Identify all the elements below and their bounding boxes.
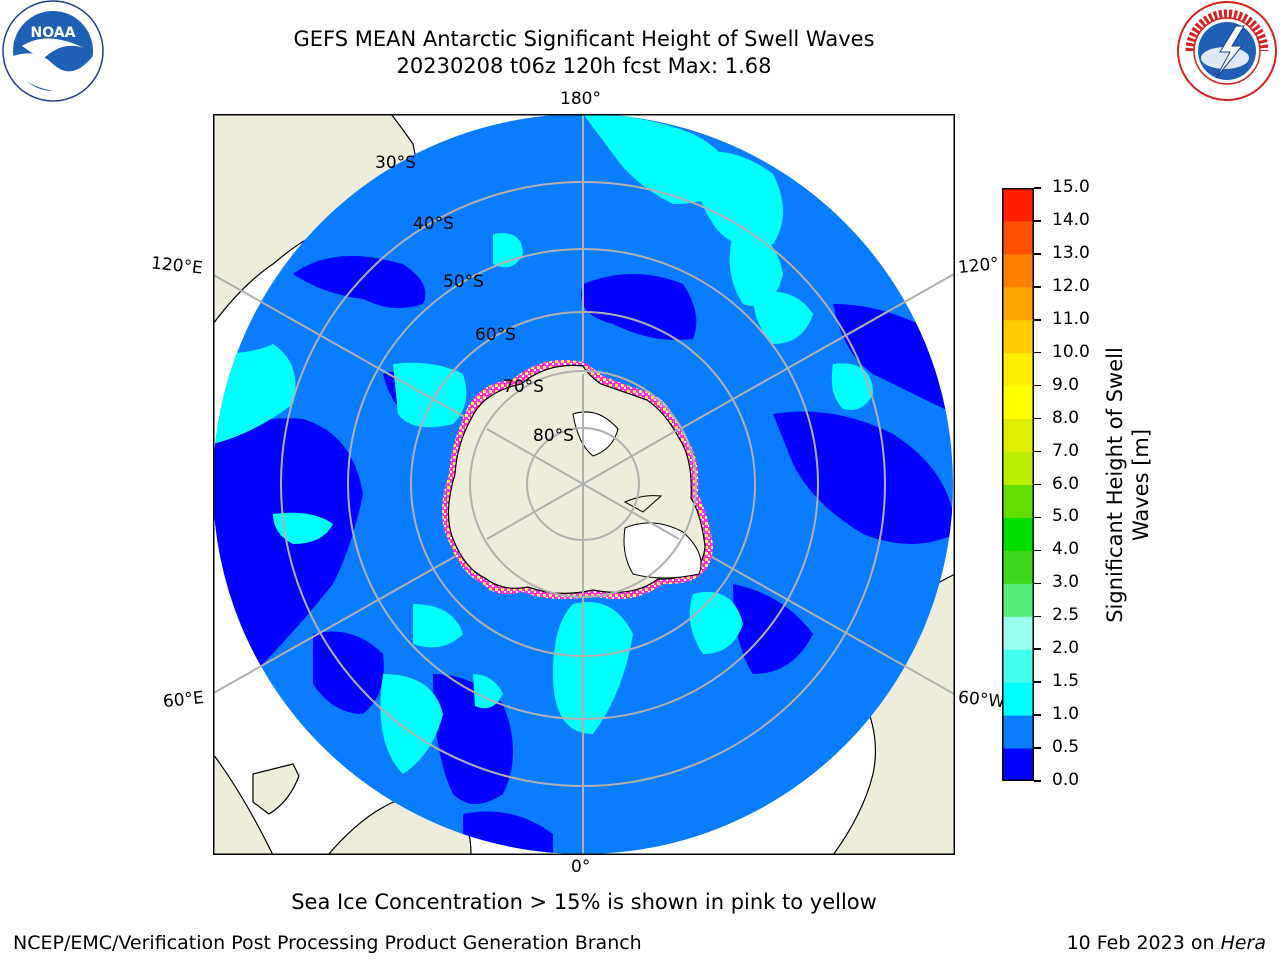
colorbar-tick-label: 0.0 bbox=[1052, 770, 1080, 790]
colorbar-tick-mark bbox=[1034, 747, 1041, 749]
lon-label-lower-right: 60°W bbox=[957, 687, 1006, 713]
colorbar-tick-mark bbox=[1034, 483, 1041, 486]
footer-right: 10 Feb 2023 on Hera bbox=[1066, 932, 1266, 954]
ross-ice-shelf bbox=[572, 411, 619, 457]
colorbar-tick-label: 5.0 bbox=[1052, 506, 1080, 527]
lon-label-upper-right: 120° bbox=[957, 253, 1000, 279]
lon-label-top: 180° bbox=[560, 89, 601, 109]
colorbar-tick-label: 4.0 bbox=[1052, 539, 1080, 560]
colorbar-tick-mark bbox=[1034, 648, 1041, 650]
colorbar-tick-label: 8.0 bbox=[1052, 407, 1080, 428]
footer-left: NCEP/EMC/Verification Post Processing Pr… bbox=[13, 932, 642, 954]
colorbar-tick-label: 6.0 bbox=[1052, 473, 1080, 494]
colorbar-tick-mark bbox=[1034, 417, 1041, 420]
weddell-ice-shelf bbox=[623, 522, 702, 579]
swell-band-mid bbox=[213, 114, 873, 774]
colorbar-cell bbox=[1002, 649, 1034, 683]
colorbar-tick-mark bbox=[1034, 220, 1041, 222]
noaa-logo: NOAA bbox=[2, 0, 104, 102]
lat-label-30s: 30°S bbox=[375, 153, 416, 173]
lat-label-70s: 70°S bbox=[503, 377, 544, 397]
colorbar-cell bbox=[1002, 286, 1034, 321]
colorbar-tick-label: 15.0 bbox=[1052, 177, 1090, 197]
colorbar-cell bbox=[1002, 451, 1034, 485]
nws-logo bbox=[1177, 1, 1277, 101]
colorbar-cell bbox=[1002, 583, 1034, 617]
colorbar-cell bbox=[1002, 484, 1034, 518]
colorbar-cell bbox=[1002, 220, 1034, 255]
colorbar-cell bbox=[1002, 550, 1034, 584]
colorbar-cell bbox=[1002, 517, 1034, 551]
colorbar-cell bbox=[1002, 352, 1034, 387]
colorbar-tick-label: 1.5 bbox=[1052, 671, 1080, 692]
colorbar-cell bbox=[1002, 418, 1034, 453]
colorbar-cell bbox=[1002, 748, 1034, 781]
colorbar-cell bbox=[1002, 253, 1034, 288]
colorbar-cell bbox=[1002, 319, 1034, 354]
colorbar-cell bbox=[1002, 616, 1034, 650]
map-subtitle: 20230208 t06z 120h fcst Max: 1.68 bbox=[396, 54, 772, 78]
madagascar-land bbox=[252, 763, 300, 815]
colorbar-tick-label: 1.0 bbox=[1052, 704, 1080, 725]
colorbar-tick-mark bbox=[1034, 351, 1041, 354]
map-title: GEFS MEAN Antarctic Significant Height o… bbox=[293, 27, 875, 51]
colorbar-tick-label: 2.0 bbox=[1052, 638, 1080, 659]
colorbar-tick-label: 0.5 bbox=[1052, 737, 1080, 758]
polar-map: 30°S 40°S 50°S 60°S 70°S 80°S bbox=[213, 114, 955, 855]
colorbar-tick-mark bbox=[1034, 450, 1041, 453]
colorbar-tick-label: 13.0 bbox=[1052, 242, 1090, 263]
lat-label-40s: 40°S bbox=[413, 214, 454, 234]
colorbar-cell bbox=[1002, 385, 1034, 420]
colorbar-tick-mark bbox=[1034, 582, 1041, 585]
colorbar-tick-mark bbox=[1034, 615, 1041, 618]
colorbar-tick-mark bbox=[1034, 681, 1041, 683]
colorbar-tick-label: 7.0 bbox=[1052, 440, 1080, 461]
colorbar-tick-mark bbox=[1034, 286, 1041, 288]
lat-label-60s: 60°S bbox=[475, 325, 516, 345]
colorbar-tick-label: 9.0 bbox=[1052, 374, 1080, 395]
lat-label-80s: 80°S bbox=[533, 426, 574, 446]
lat-label-50s: 50°S bbox=[443, 272, 484, 292]
lon-label-bottom: 0° bbox=[571, 857, 591, 877]
lon-label-upper-left: 120°E bbox=[150, 253, 204, 279]
sea-ice-caption: Sea Ice Concentration > 15% is shown in … bbox=[291, 890, 877, 914]
colorbar-tick-mark bbox=[1034, 187, 1041, 189]
colorbar-tick-label: 10.0 bbox=[1052, 341, 1090, 362]
colorbar-tick-mark bbox=[1034, 253, 1041, 255]
colorbar-tick-label: 2.5 bbox=[1052, 605, 1080, 626]
colorbar-tick-label: 14.0 bbox=[1052, 209, 1090, 230]
colorbar-tick-mark bbox=[1034, 780, 1041, 782]
colorbar-tick-mark bbox=[1034, 549, 1041, 552]
colorbar-tick-label: 3.0 bbox=[1052, 572, 1080, 593]
colorbar-cell bbox=[1002, 188, 1034, 222]
colorbar-tick-mark bbox=[1034, 516, 1041, 519]
lon-label-lower-left: 60°E bbox=[162, 687, 205, 713]
noaa-logo-text: NOAA bbox=[31, 25, 76, 41]
colorbar-tick-mark bbox=[1034, 319, 1041, 321]
colorbar bbox=[1002, 188, 1034, 781]
colorbar-label: Significant Height of Swell Waves [m] bbox=[1103, 347, 1153, 623]
colorbar-cell bbox=[1002, 682, 1034, 716]
colorbar-cell bbox=[1002, 715, 1034, 749]
colorbar-tick-mark bbox=[1034, 384, 1041, 387]
colorbar-tick-mark bbox=[1034, 714, 1041, 716]
antarctic-peninsula bbox=[623, 495, 663, 513]
colorbar-tick-label: 11.0 bbox=[1052, 308, 1090, 329]
colorbar-tick-label: 12.0 bbox=[1052, 275, 1090, 296]
